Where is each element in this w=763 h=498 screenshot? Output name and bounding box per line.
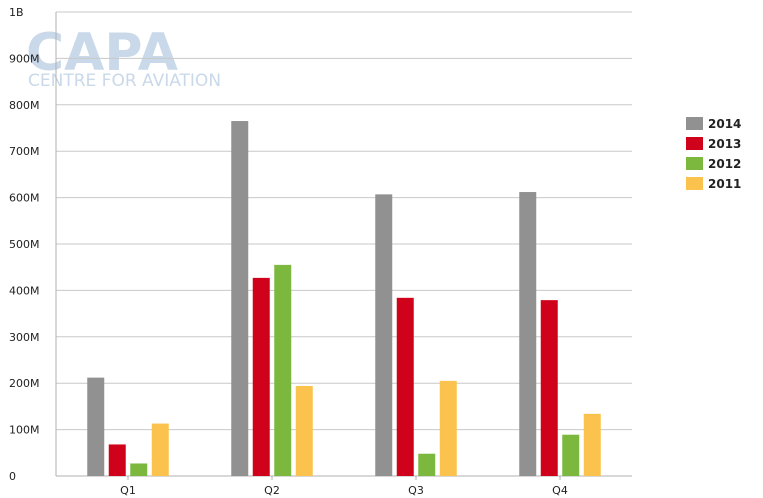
bar-2014-q1	[87, 377, 105, 476]
bar-2013-q4	[540, 300, 558, 476]
bar-2013-q1	[108, 444, 126, 476]
legend-label-2011: 2011	[708, 177, 741, 191]
y-tick-label: 200M	[9, 377, 40, 390]
bar-2011-q2	[295, 385, 313, 476]
gridlines	[55, 11, 632, 477]
bar-2012-q3	[418, 453, 436, 476]
y-tick-label: 1B	[9, 6, 24, 19]
x-tick-label: Q4	[552, 484, 568, 497]
bar-2014-q2	[231, 121, 249, 476]
legend-label-2014: 2014	[708, 117, 741, 131]
legend-swatch-2012	[686, 157, 703, 170]
bar-2011-q1	[151, 423, 169, 476]
legend-swatch-2011	[686, 177, 703, 190]
bar-2013-q3	[396, 297, 414, 476]
y-tick-label: 100M	[9, 424, 40, 437]
watermark-logo-subtext: CENTRE FOR AVIATION	[28, 71, 221, 91]
y-tick-label: 600M	[9, 192, 40, 205]
legend-swatch-2014	[686, 117, 703, 130]
y-tick-label: 300M	[9, 331, 40, 344]
x-tick-label: Q2	[264, 484, 280, 497]
bar-2014-q3	[375, 194, 393, 477]
bar-2014-q4	[519, 192, 537, 477]
bar-2011-q3	[439, 380, 457, 476]
y-tick-label: 800M	[9, 99, 40, 112]
y-tick-label: 0	[9, 470, 16, 483]
y-tick-label: 400M	[9, 284, 40, 297]
bars	[87, 121, 601, 477]
watermark-logo: CAPA CENTRE FOR AVIATION	[26, 23, 221, 91]
legend-swatch-2013	[686, 137, 703, 150]
y-tick-label: 500M	[9, 238, 40, 251]
bar-2012-q1	[130, 463, 148, 476]
y-tick-label: 900M	[9, 52, 40, 65]
x-tick-label: Q1	[120, 484, 136, 497]
bar-2012-q4	[562, 434, 580, 476]
watermark-logo-text: CAPA	[26, 23, 178, 83]
legend-label-2012: 2012	[708, 157, 741, 171]
bar-2013-q2	[252, 277, 270, 476]
bar-2012-q2	[274, 264, 292, 476]
y-tick-label: 700M	[9, 145, 40, 158]
legend: 2014 2013 2012 2011	[686, 117, 741, 191]
bar-2011-q4	[583, 413, 601, 476]
x-axis-ticks: Q1 Q2 Q3 Q4	[120, 476, 568, 497]
legend-label-2013: 2013	[708, 137, 741, 151]
x-tick-label: Q3	[408, 484, 424, 497]
y-axis-ticks: 0 100M 200M 300M 400M 500M 600M 700M 800M 900M 1B	[9, 6, 40, 483]
